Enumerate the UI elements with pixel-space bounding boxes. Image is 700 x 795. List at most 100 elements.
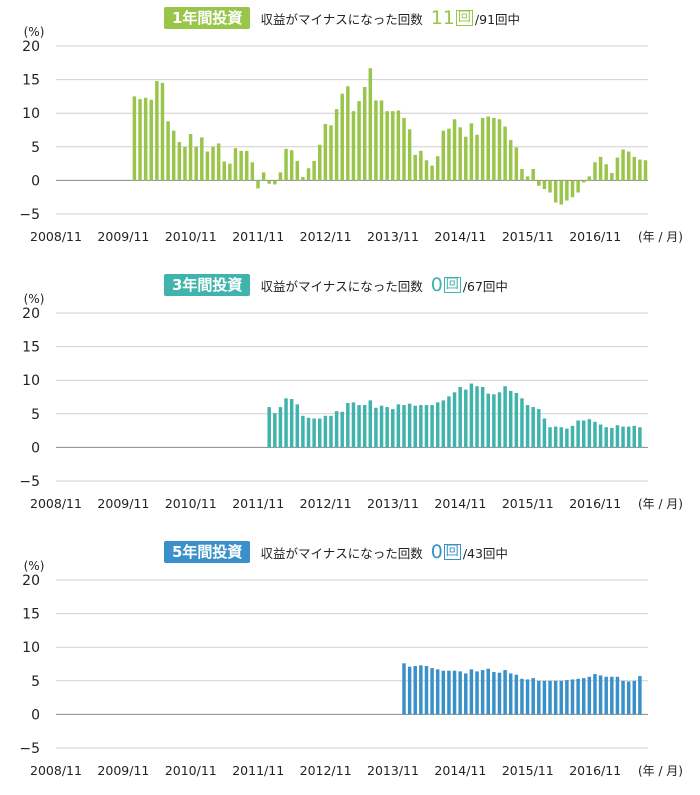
bar — [424, 405, 429, 448]
bar — [548, 427, 552, 448]
y-tick-label: 20 — [22, 573, 40, 589]
bar — [312, 160, 316, 181]
bar — [514, 674, 519, 715]
bar — [362, 86, 367, 181]
bar — [565, 180, 569, 201]
x-tick-label: 2016/11 — [569, 229, 621, 244]
bar — [480, 386, 485, 448]
bar — [183, 146, 187, 181]
x-tick-label: 2014/11 — [434, 496, 486, 511]
bar — [402, 663, 406, 715]
bar-chart: (%)20 15 10 5 0 −5 2008/11 2009/11 2010/11 2011/1… — [19, 25, 683, 244]
x-tick-label: 2015/11 — [502, 763, 554, 778]
bar — [610, 676, 614, 715]
bar — [514, 147, 519, 181]
negative-count-caption: 収益がマイナスになった回数 — [260, 11, 423, 27]
y-tick-label: −5 — [19, 474, 40, 490]
bar — [632, 156, 637, 181]
chart-panel-3yr: 3年間投資 収益がマイナスになった回数 0 回 /67回中 (%) 20 15 10 5… — [0, 267, 700, 528]
bar — [492, 394, 496, 448]
bar — [447, 396, 451, 448]
bar — [559, 427, 564, 448]
x-tick-label: 2012/11 — [300, 229, 352, 244]
bar — [626, 426, 631, 448]
bar — [531, 407, 535, 448]
bar — [407, 403, 412, 448]
bar — [430, 165, 434, 181]
bar — [424, 666, 429, 715]
bar — [621, 680, 625, 715]
total-count: /67回中 — [462, 278, 508, 294]
x-tick-label: 2015/11 — [502, 229, 554, 244]
bar — [638, 676, 642, 715]
bar — [542, 680, 547, 715]
bar — [587, 419, 592, 448]
bar — [598, 424, 603, 448]
bar — [525, 176, 530, 181]
bar — [475, 134, 479, 181]
period-badge: 3年間投資 — [164, 274, 251, 296]
bar — [312, 418, 316, 448]
bar — [256, 180, 260, 189]
bar — [318, 144, 322, 181]
bar — [525, 679, 530, 715]
y-tick-label: −5 — [19, 207, 40, 223]
bar — [570, 180, 575, 198]
x-tick-label: 2015/11 — [502, 496, 554, 511]
y-tick-label: 10 — [22, 106, 40, 122]
bar — [205, 151, 210, 181]
x-tick-label: 2009/11 — [97, 496, 149, 511]
period-badge: 5年間投資 — [164, 541, 251, 563]
bar — [581, 180, 586, 183]
x-tick-label: 2011/11 — [232, 763, 284, 778]
bar — [396, 110, 401, 181]
bar — [565, 428, 569, 448]
bar — [374, 407, 378, 448]
bar — [396, 404, 401, 448]
bar — [626, 151, 631, 181]
bar — [239, 150, 243, 181]
x-tick-label: 2014/11 — [434, 229, 486, 244]
bar — [520, 678, 524, 715]
bar — [267, 407, 271, 448]
bar — [430, 668, 434, 715]
bar — [419, 150, 423, 181]
bar — [385, 111, 389, 181]
bar — [598, 675, 603, 715]
bar — [514, 392, 519, 448]
bar — [587, 176, 592, 181]
bar — [486, 668, 490, 715]
bar — [548, 180, 552, 193]
y-tick-label: 10 — [22, 373, 40, 389]
x-tick-label: 2012/11 — [300, 763, 352, 778]
x-tick-label: 2009/11 — [97, 229, 149, 244]
bar — [553, 680, 558, 715]
bar — [334, 411, 339, 448]
bar — [626, 681, 631, 715]
bar — [503, 126, 507, 181]
bar — [329, 125, 333, 181]
y-tick-label: −5 — [19, 741, 40, 757]
bar — [537, 180, 541, 186]
y-tick-label: 15 — [22, 607, 40, 623]
bar — [593, 162, 597, 181]
bar — [351, 111, 356, 181]
bar — [357, 101, 361, 181]
bar — [576, 420, 580, 448]
bar — [452, 119, 457, 181]
bar — [323, 415, 328, 448]
bar — [503, 670, 507, 715]
x-tick-label: 2012/11 — [300, 496, 352, 511]
bar — [480, 670, 485, 715]
bar — [486, 393, 490, 448]
bar — [177, 142, 182, 181]
bar — [289, 399, 294, 448]
bar — [228, 163, 232, 181]
bar — [581, 420, 586, 448]
bar — [643, 160, 648, 181]
x-tick-label: 2010/11 — [165, 229, 217, 244]
bar — [621, 426, 625, 448]
bar — [508, 390, 513, 448]
x-unit-label: (年 / 月) — [638, 497, 683, 511]
bar — [508, 673, 513, 715]
